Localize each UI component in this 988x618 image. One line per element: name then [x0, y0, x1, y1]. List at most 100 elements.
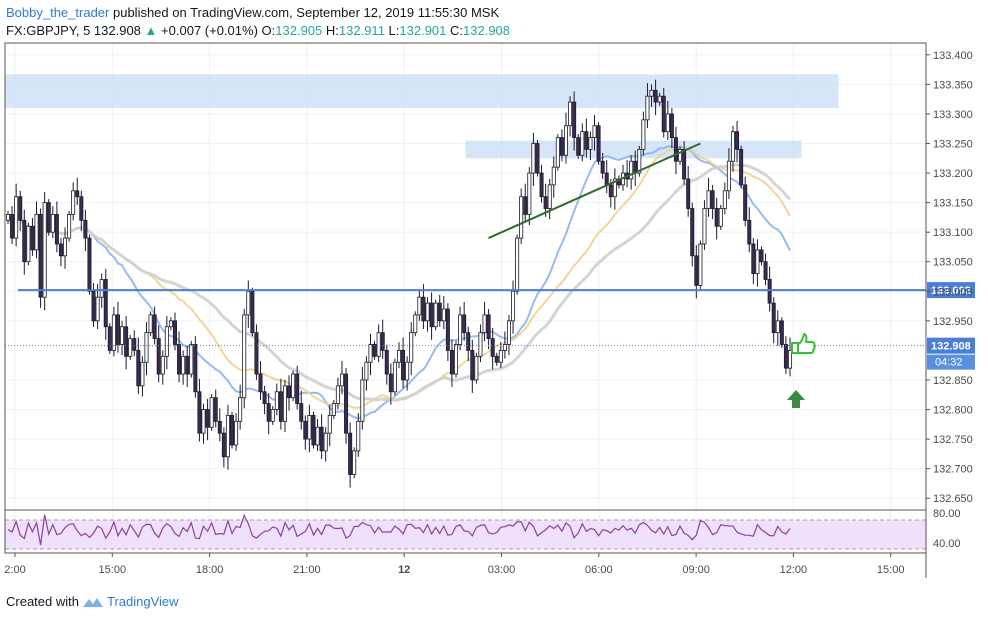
candle-body [437, 302, 442, 322]
candle-body [710, 190, 715, 209]
candle-body [258, 373, 263, 393]
candle-body [563, 125, 568, 156]
annotations [787, 333, 816, 408]
tradingview-brand[interactable]: TradingView [106, 594, 179, 609]
candle-body [327, 415, 332, 434]
x-tick-label: 12 [398, 564, 410, 576]
price-axis[interactable]: 133.400 133.350 133.300 133.250 133.200 133.1… [926, 50, 973, 505]
candle-body [788, 349, 793, 369]
candle-body [274, 391, 279, 410]
candle-body [755, 249, 760, 274]
last-price: 132.908 [93, 23, 141, 38]
candle-body [71, 190, 76, 215]
x-tick-label: 18:00 [196, 564, 224, 576]
candle-body [95, 296, 100, 322]
candle-body [771, 302, 776, 334]
candle-body [140, 361, 145, 387]
candle-body [482, 314, 487, 334]
rsi-tick-label: 80.00 [933, 508, 961, 520]
published-text: published on TradingView.com, September … [112, 5, 500, 20]
up-arrow-icon [787, 390, 805, 408]
candle-body [401, 349, 406, 381]
candle-body [462, 314, 467, 334]
candle-body [486, 314, 491, 339]
close-value: 132.908 [463, 23, 511, 38]
candle-body [54, 214, 59, 245]
y-tick-label: 133.050 [933, 257, 973, 269]
candle-body [323, 432, 328, 452]
countdown-label: 04:32 [935, 357, 963, 369]
candle-body [405, 361, 410, 381]
candle-body [364, 361, 369, 381]
candle-body [91, 290, 96, 322]
y-tick-label: 133.400 [933, 50, 973, 62]
y-tick-label: 132.650 [933, 493, 973, 505]
candle-body [490, 338, 495, 357]
candle-body [661, 95, 666, 133]
candle-body [307, 415, 312, 440]
candle-body [417, 296, 422, 316]
rsi-pane: 80.00 40.00 [5, 508, 961, 550]
candle-body [311, 415, 316, 446]
rsi-tick-label: 40.00 [933, 538, 961, 550]
x-tick-label: 2:00 [4, 564, 25, 576]
candle-body [535, 143, 540, 174]
candle-body [690, 208, 695, 257]
candle-body [519, 196, 524, 239]
y-tick-label: 133.200 [933, 168, 973, 180]
candle-body [278, 391, 283, 422]
candle-body [152, 314, 157, 339]
open-value: 132.905 [275, 23, 323, 38]
candle-body [63, 237, 68, 257]
candle-body [425, 302, 430, 322]
candle-body [339, 373, 344, 387]
candle-body [83, 219, 88, 239]
candle-body [511, 290, 516, 322]
candle-body [335, 385, 340, 404]
candle-body [523, 196, 528, 215]
candle-body [120, 326, 125, 345]
candle-body [547, 184, 552, 209]
candle-body [79, 196, 84, 221]
candle-body [580, 131, 585, 156]
candle-body [576, 137, 581, 156]
candle-body [177, 344, 182, 375]
rsi-line [7, 513, 791, 546]
candle-body [193, 344, 198, 393]
candle-body [372, 344, 377, 357]
candle-body [156, 338, 161, 375]
high-label: H: [325, 23, 339, 38]
x-tick-label: 15:00 [877, 564, 905, 576]
candle-body [767, 279, 772, 304]
candle-body [34, 214, 39, 251]
candles[interactable] [6, 79, 793, 488]
author-name[interactable]: Bobby_the_trader [6, 5, 110, 20]
level-label-box [927, 282, 975, 299]
candle-body [726, 160, 731, 192]
candle-body [682, 149, 687, 180]
price-change: +0.007 (+0.01%) [161, 23, 258, 38]
candle-body [107, 326, 112, 351]
candle-body [649, 89, 654, 97]
candle-body [665, 113, 670, 133]
candle-body [775, 320, 780, 334]
candle-body [67, 214, 72, 239]
x-tick-label: 15:00 [99, 564, 127, 576]
candle-body [6, 214, 11, 221]
y-tick-label: 132.950 [933, 316, 973, 328]
candle-body [344, 373, 349, 434]
candle-body [686, 178, 691, 209]
time-axis[interactable]: 2:00 15:00 18:00 21:00 12 03:00 06:00 09:00 12:0… [4, 553, 904, 576]
candle-body [629, 160, 634, 180]
y-tick-label: 133.150 [933, 198, 973, 210]
price-label-box [927, 337, 975, 354]
y-tick-label: 133.000 [933, 286, 973, 298]
candle-body [470, 349, 475, 381]
candle-body [678, 149, 683, 162]
x-tick-label: 06:00 [585, 564, 613, 576]
candle-body [331, 403, 336, 416]
candle-body [657, 95, 662, 103]
candle-body [201, 409, 206, 434]
candle-body [698, 243, 703, 286]
